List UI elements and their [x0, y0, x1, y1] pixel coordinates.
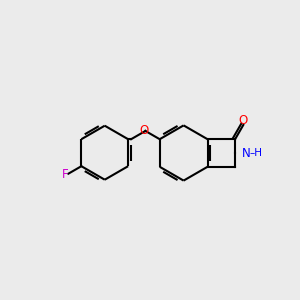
- Text: N: N: [242, 146, 250, 160]
- Text: O: O: [239, 114, 248, 127]
- Text: F: F: [61, 168, 68, 182]
- Text: –H: –H: [249, 148, 262, 158]
- Text: O: O: [139, 124, 148, 137]
